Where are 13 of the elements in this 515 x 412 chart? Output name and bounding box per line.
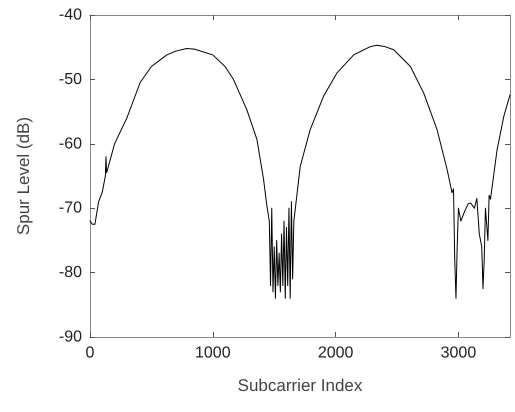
line-series bbox=[90, 44, 510, 299]
y-tick-label: -80 bbox=[58, 264, 82, 282]
y-tick-label: -60 bbox=[58, 135, 82, 152]
x-tick-label: 0 bbox=[86, 344, 95, 362]
x-tick-label: 1000 bbox=[195, 344, 231, 362]
y-axis-title: Spur Level (dB) bbox=[14, 116, 33, 236]
y-tick-label: -50 bbox=[58, 70, 82, 88]
x-axis-title: Subcarrier Index bbox=[238, 376, 363, 395]
y-tick-label: -90 bbox=[58, 328, 82, 346]
x-tick-label: 2000 bbox=[318, 344, 354, 362]
y-tick-label: -70 bbox=[58, 200, 82, 217]
x-tick-label: 3000 bbox=[440, 344, 476, 362]
y-tick-label: -40 bbox=[58, 6, 82, 24]
